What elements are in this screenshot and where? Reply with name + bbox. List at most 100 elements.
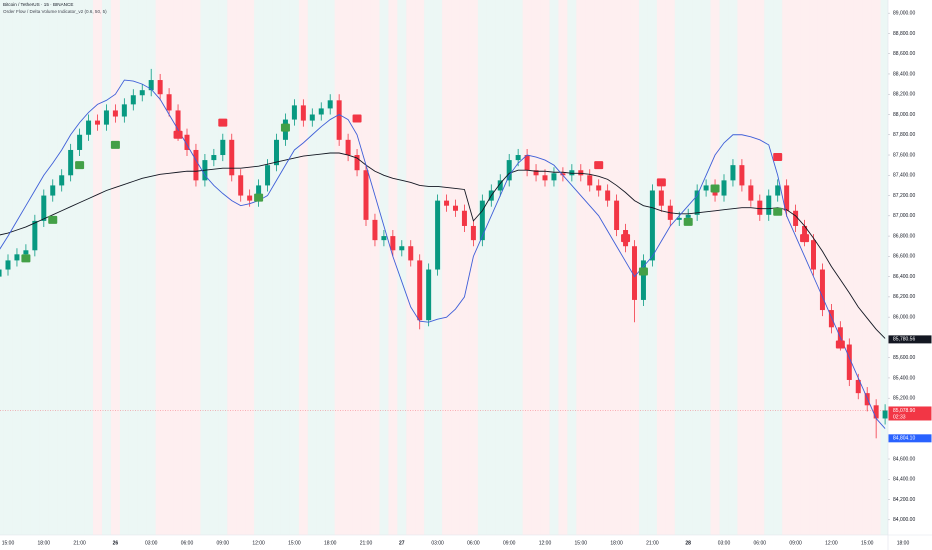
candle-body [524,155,530,171]
delta-stripe [495,0,505,535]
x-tick-label: 15:00 [575,540,588,546]
delta-stripe [844,0,854,535]
candle-body [130,95,136,105]
delta-stripe [406,0,416,535]
y-tick-label: 88,600.00 [893,51,915,57]
signal-marker [621,234,631,243]
candle-body [166,94,172,111]
delta-stripe [612,0,622,535]
delta-stripe [39,0,49,535]
candle-body [444,200,450,206]
delta-stripe [531,0,541,535]
signal-marker [218,118,228,127]
delta-stripe [513,0,523,535]
delta-stripe [325,0,335,535]
y-tick-label: 87,200.00 [893,193,915,199]
delta-stripe [558,0,568,535]
candle-body [274,139,279,166]
candle-body [291,105,297,120]
y-tick-label: 86,000.00 [893,314,915,320]
x-tick-label: 18:00 [897,540,910,546]
x-tick-label: 18:00 [324,540,337,546]
x-tick-label: 09:00 [789,540,802,546]
chart-title: Bitcoin / TetherUS · 15 · BINANCE [3,2,73,7]
candle-body [506,160,512,181]
signal-marker [254,193,264,202]
candle-body [685,214,691,218]
y-tick-label: 84,200.00 [893,497,915,503]
candle-body [390,236,396,251]
candle-body [775,185,781,196]
indicator-line [0,79,886,429]
delta-stripe [343,0,353,535]
x-tick-label: 15:00 [861,540,874,546]
candle-body [578,170,584,176]
delta-stripe [710,0,720,535]
signal-marker [773,153,783,162]
delta-stripe [21,0,31,535]
delta-stripe [773,0,783,535]
price-label: 85,780.56 [893,337,915,343]
delta-stripe [853,0,863,535]
delta-stripe [173,0,183,535]
indicator-line [0,152,886,339]
candle-body [50,185,56,196]
x-tick-label: 06:00 [467,540,480,546]
candle-body [882,410,888,419]
x-tick-label: 12:00 [825,540,838,546]
delta-stripe [218,0,228,535]
candle-body [542,175,548,181]
axes: 84,000.00 84,200.00 84,400.00 84,600.00 85,2… [2,11,932,546]
signal-marker [110,140,120,149]
countdown-label: 02:33 [893,414,906,420]
delta-stripe [459,0,469,535]
signal-marker [683,217,693,226]
x-tick-label: 09:00 [503,540,516,546]
candle-body [515,155,521,161]
delta-stripe [728,0,738,535]
delta-stripe [352,0,362,535]
delta-stripe [30,0,40,535]
delta-stripe [307,0,317,535]
candle-body [587,175,593,186]
delta-stripe [826,0,836,535]
y-tick-label: 87,400.00 [893,173,915,179]
delta-stripe [245,0,255,535]
candle-body [59,175,65,186]
candle-body [784,185,790,211]
candle-body [309,114,315,121]
y-tick-label: 89,000.00 [893,11,915,17]
candle-body [497,180,503,191]
y-tick-label: 86,200.00 [893,294,915,300]
delta-stripe [361,0,371,535]
x-tick-label: 09:00 [217,540,230,546]
candle-body [614,200,620,231]
candle-body [229,139,235,176]
candle-body [846,344,852,380]
price-label-box [888,335,932,344]
signal-marker [280,123,290,132]
delta-stripe [191,0,201,535]
candle-body [148,80,154,91]
delta-stripe [388,0,398,535]
delta-stripe [782,0,792,535]
delta-stripe [182,0,192,535]
delta-stripe [701,0,711,535]
candle-body [5,260,11,270]
delta-stripe [647,0,657,535]
delta-stripe [209,0,219,535]
signal-marker [638,267,648,276]
y-tick-label: 87,600.00 [893,152,915,158]
delta-stripe [656,0,666,535]
candle-body [417,260,423,321]
y-tick-label: 86,800.00 [893,233,915,239]
candle-body [551,173,557,181]
x-tick-label: 26 [113,540,119,546]
signal-marker [835,340,845,349]
price-label-box [888,406,932,421]
price-label: 84,804.10 [893,436,915,442]
y-tick-label: 86,600.00 [893,254,915,260]
delta-stripe [84,0,94,535]
y-tick-label: 84,600.00 [893,456,915,462]
